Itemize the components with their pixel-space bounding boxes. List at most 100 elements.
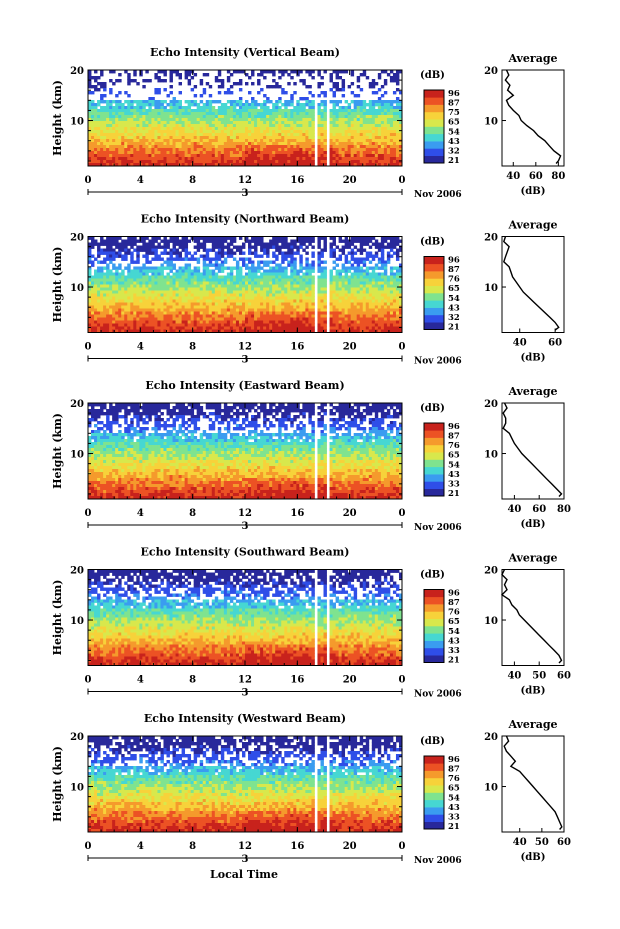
y-tick-label: 10	[70, 783, 84, 794]
colorbar-tick-label: 76	[448, 608, 460, 618]
colorbar-segment	[424, 785, 444, 793]
colorbar-tick-label: 21	[448, 323, 460, 333]
panels: Echo Intensity (Vertical Beam) Height (km…	[51, 46, 571, 866]
colorbar-segment	[424, 807, 444, 815]
colorbar-tick-label: 96	[448, 422, 460, 432]
profile-title: Average	[507, 219, 557, 232]
colorbar-segment	[424, 278, 444, 286]
colorbar-tick-label: 21	[448, 822, 460, 832]
x-tick-label: 0	[399, 175, 406, 186]
colorbar-segment	[424, 322, 444, 330]
x-tick-label: 0	[85, 508, 92, 519]
colorbar-segment	[424, 148, 444, 156]
colorbar-segment	[424, 315, 444, 323]
colorbar-segment	[424, 778, 444, 786]
profile-y-tick-label: 10	[484, 450, 498, 461]
colorbar-tick-label: 65	[448, 784, 460, 794]
x-tick-label: 8	[189, 841, 196, 852]
x-tick-label: 0	[85, 675, 92, 686]
profile-y-tick-label: 20	[484, 566, 498, 577]
colorbar-tick-label: 21	[448, 656, 460, 666]
colorbar-unit: (dB)	[420, 237, 445, 248]
y-tick-label: 20	[70, 233, 84, 244]
x-tick-label: 0	[399, 342, 406, 353]
profile-title: Average	[507, 552, 557, 565]
x-tick-label: 8	[189, 175, 196, 186]
colorbar-segment	[424, 445, 444, 453]
y-axis-label: Height (km)	[51, 580, 64, 656]
profile-frame	[502, 736, 564, 832]
colorbar-tick-label: 65	[448, 617, 460, 627]
date-label: 3	[242, 188, 249, 199]
profile-line	[505, 70, 560, 164]
x-tick-label: 0	[399, 675, 406, 686]
colorbar-segment	[424, 474, 444, 482]
profile-x-label: (dB)	[521, 519, 546, 530]
profile-line	[504, 736, 562, 830]
colorbar-segment	[424, 105, 444, 113]
x-tick-label: 0	[399, 508, 406, 519]
chart-title: Echo Intensity (Westward Beam)	[144, 712, 346, 725]
colorbar-tick-label: 54	[448, 294, 460, 304]
x-axis-label: Local Time	[210, 868, 278, 881]
colorbar-segment	[424, 112, 444, 120]
colorbar-tick-label: 87	[448, 99, 460, 109]
colorbar-segment	[424, 438, 444, 446]
colorbar-tick-label: 54	[448, 127, 460, 137]
profile-line	[503, 403, 561, 497]
date-label: 3	[242, 521, 249, 532]
profile-y-tick-label: 10	[484, 616, 498, 627]
profile-y-tick-label: 20	[484, 66, 498, 77]
echo-intensity-figure: Echo Intensity (Vertical Beam) Height (km…	[0, 0, 620, 929]
colorbar-tick-label: 87	[448, 432, 460, 442]
colorbar-segment	[424, 430, 444, 438]
profile-frame	[502, 403, 564, 499]
colorbar-segment	[424, 257, 444, 265]
colorbar-segment	[424, 97, 444, 105]
x-tick-label: 4	[137, 175, 144, 186]
month-label: Nov 2006	[414, 523, 462, 533]
profile-y-tick-label: 10	[484, 117, 498, 128]
colorbar-segment	[424, 127, 444, 135]
heatmap-cells	[88, 570, 402, 666]
colorbar-segment	[424, 308, 444, 316]
colorbar-tick-label: 65	[448, 118, 460, 128]
colorbar-tick-label: 33	[448, 646, 460, 656]
y-axis-label: Height (km)	[51, 413, 64, 489]
profile-x-tick-label: 40	[513, 338, 527, 349]
colorbar-segment	[424, 756, 444, 764]
colorbar-segment	[424, 293, 444, 301]
y-tick-label: 20	[70, 732, 84, 743]
x-tick-label: 4	[137, 841, 144, 852]
x-tick-label: 20	[343, 175, 357, 186]
colorbar-segment	[424, 648, 444, 656]
profile-x-tick-label: 40	[506, 171, 520, 182]
colorbar-tick-label: 76	[448, 441, 460, 451]
x-tick-label: 12	[238, 841, 252, 852]
x-tick-label: 4	[137, 508, 144, 519]
date-label: 3	[242, 355, 249, 366]
colorbar-tick-label: 43	[448, 137, 460, 147]
colorbar-tick-label: 21	[448, 489, 460, 499]
x-tick-label: 20	[343, 675, 357, 686]
colorbar-tick-label: 54	[448, 793, 460, 803]
profile-y-tick-label: 10	[484, 283, 498, 294]
x-tick-label: 12	[238, 342, 252, 353]
colorbar-segment	[424, 611, 444, 619]
y-tick-label: 10	[70, 117, 84, 128]
colorbar-segment	[424, 467, 444, 475]
panel-northward: Echo Intensity (Northward Beam)Height (k…	[51, 213, 564, 367]
profile-x-tick-label: 60	[548, 338, 562, 349]
chart-title: Echo Intensity (Vertical Beam)	[150, 46, 340, 59]
colorbar-segment	[424, 590, 444, 598]
colorbar-tick-label: 65	[448, 451, 460, 461]
profile-line	[504, 237, 559, 331]
colorbar-segment	[424, 489, 444, 497]
colorbar-tick-label: 96	[448, 755, 460, 765]
y-tick-label: 10	[70, 283, 84, 294]
colorbar-segment	[424, 119, 444, 127]
colorbar-segment	[424, 633, 444, 641]
chart-title: Echo Intensity (Eastward Beam)	[145, 379, 344, 392]
panel-southward: Echo Intensity (Southward Beam)Height (k…	[51, 546, 571, 700]
colorbar-unit: (dB)	[420, 736, 445, 747]
